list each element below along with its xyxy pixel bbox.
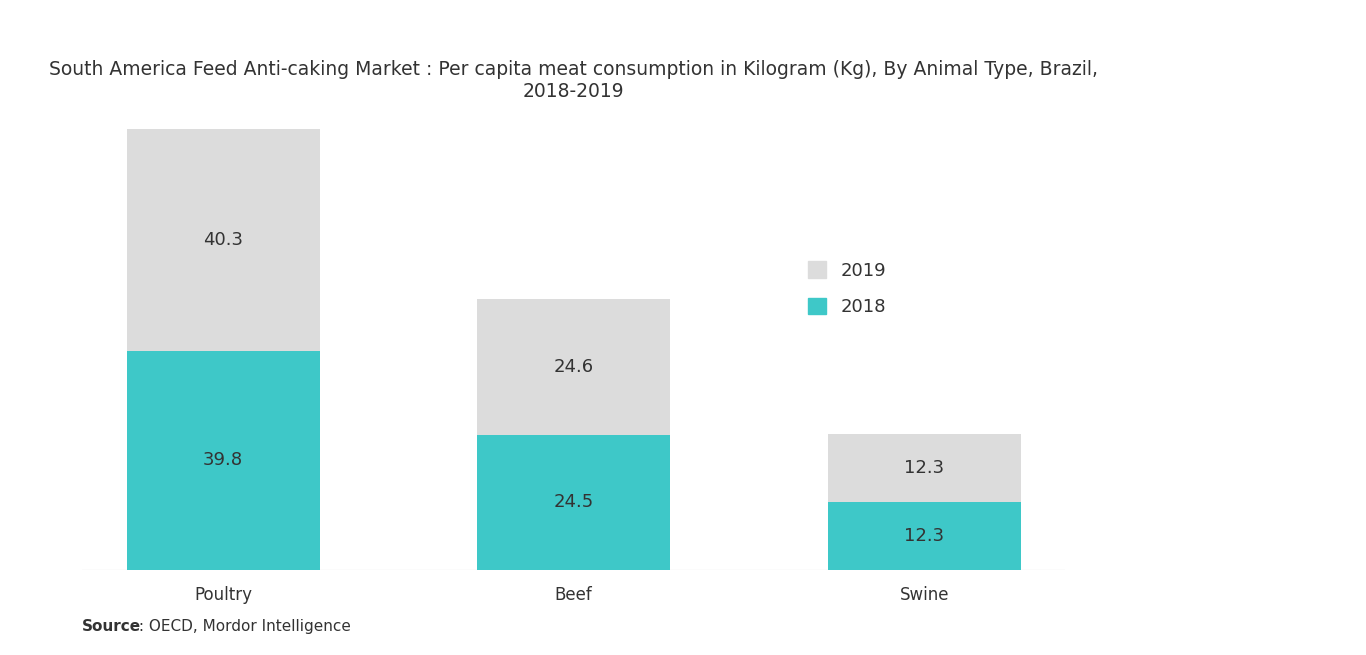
Text: 24.5: 24.5 bbox=[553, 493, 594, 512]
Text: 39.8: 39.8 bbox=[204, 451, 243, 469]
Text: : OECD, Mordor Intelligence: : OECD, Mordor Intelligence bbox=[134, 619, 351, 634]
Text: Source: Source bbox=[82, 619, 141, 634]
Bar bbox=[127, 128, 320, 350]
Bar bbox=[127, 350, 320, 570]
Title: South America Feed Anti-caking Market : Per capita meat consumption in Kilogram : South America Feed Anti-caking Market : … bbox=[49, 60, 1098, 101]
Bar bbox=[477, 435, 671, 570]
Text: 12.3: 12.3 bbox=[904, 527, 944, 545]
Bar bbox=[828, 434, 1020, 502]
Bar bbox=[828, 502, 1020, 570]
Text: 12.3: 12.3 bbox=[904, 459, 944, 477]
Legend: 2019, 2018: 2019, 2018 bbox=[799, 252, 895, 325]
Bar bbox=[477, 299, 671, 435]
Text: 40.3: 40.3 bbox=[204, 231, 243, 249]
Text: 24.6: 24.6 bbox=[553, 358, 594, 376]
